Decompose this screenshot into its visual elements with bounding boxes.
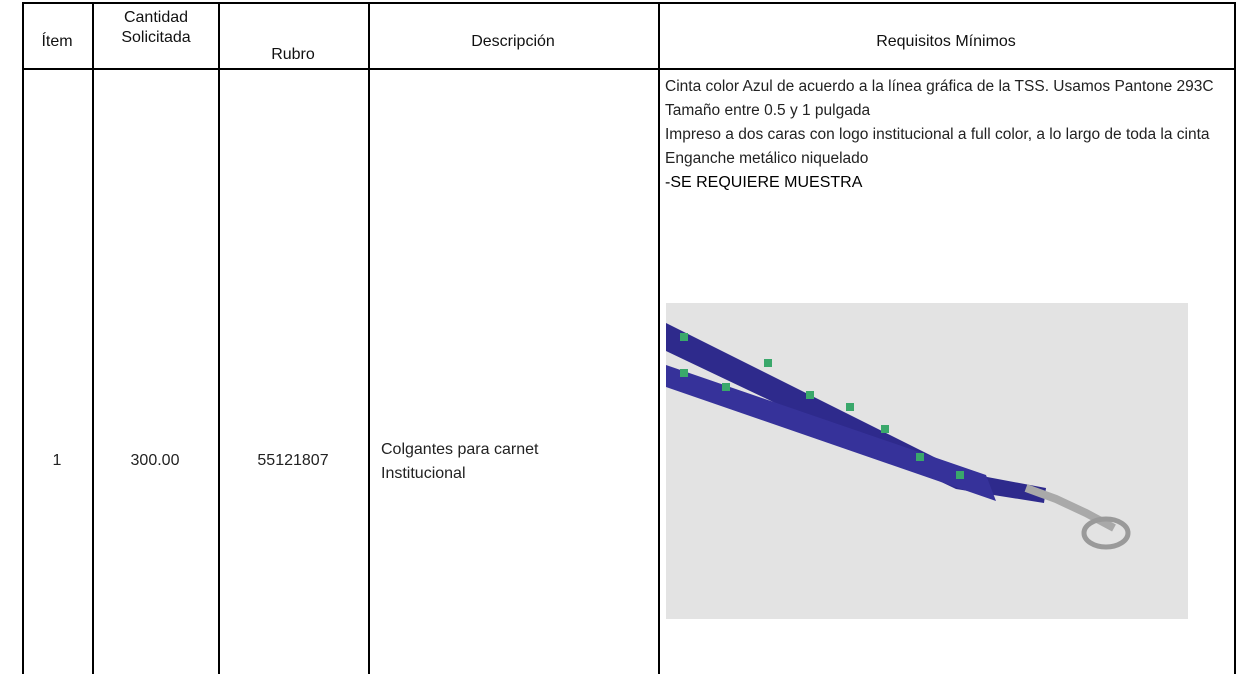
requirement: Tamaño entre 0.5 y 1 pulgada: [665, 102, 871, 119]
logo-marks: [680, 333, 964, 479]
header-cell: Cantidad Solicitada: [121, 9, 191, 46]
header-cell: Rubro: [271, 46, 315, 63]
description-cell: Colgantes para carnet Institucional: [381, 441, 539, 482]
table-border: [22, 68, 1235, 70]
requirements-cell: Cinta color Azul de acuerdo a la línea g…: [665, 75, 1230, 195]
table-border: [1234, 2, 1236, 674]
note: -SE REQUIERE MUESTRA: [665, 174, 863, 191]
lanyard-hook: [1081, 516, 1131, 550]
requirement: Enganche metálico niquelado: [665, 150, 869, 167]
header-cell: Ítem: [41, 33, 73, 50]
table-border: [22, 2, 24, 674]
item-cell: 1: [52, 452, 62, 469]
header-cell: Descripción: [471, 33, 555, 50]
lanyard-strap: [666, 365, 996, 501]
quantity-cell: 300.00: [130, 452, 180, 469]
table-border: [218, 2, 220, 674]
requirement: Impreso a dos caras con logo institucion…: [665, 126, 1210, 143]
table-border: [92, 2, 94, 674]
table-border: [658, 2, 660, 674]
table-border: [22, 2, 1235, 4]
rubro-cell: 55121807: [257, 452, 329, 469]
table-border: [368, 2, 370, 674]
lanyard-strap: [666, 323, 1046, 503]
requirement: Cinta color Azul de acuerdo a la línea g…: [665, 78, 1214, 95]
lanyard-photo: [666, 303, 1188, 619]
header-cell: Requisitos Mínimos: [876, 33, 1016, 50]
